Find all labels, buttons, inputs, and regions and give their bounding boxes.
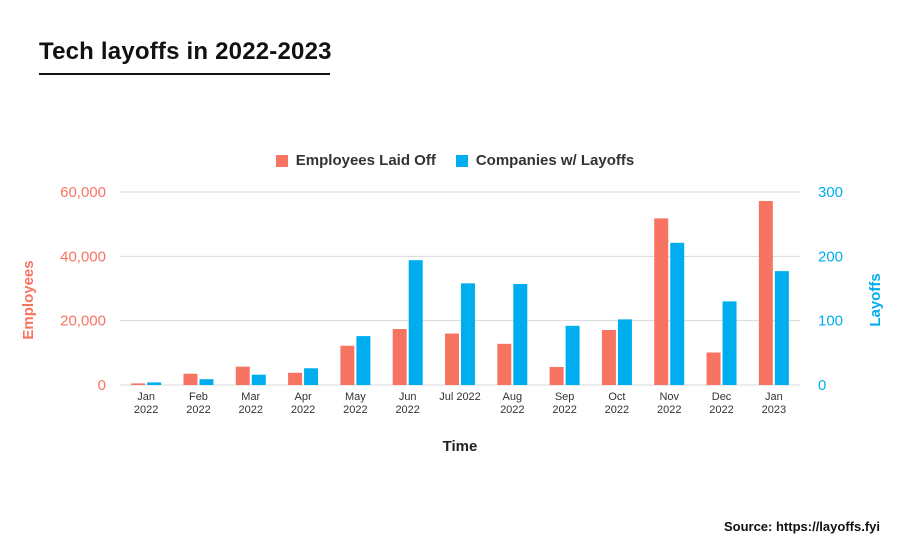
x-tick-label: 2022 (395, 404, 419, 416)
source-note: Source: https://layoffs.fyi (723, 519, 880, 534)
bar-employees-laid-off (288, 372, 303, 385)
y-tick-label-left: 40,000 (60, 248, 106, 265)
bar-employees-laid-off (235, 366, 250, 385)
legend-label-companies: Companies w/ Layoffs (475, 152, 635, 169)
y-tick-label-right: 300 (818, 184, 843, 201)
x-tick-label: 2022 (239, 404, 263, 416)
x-tick-label: Feb (189, 391, 208, 403)
x-tick-label: Nov (659, 391, 679, 403)
bar-companies-with-layoffs (408, 260, 423, 385)
legend-label-employees: Employees Laid Off (295, 152, 436, 169)
y-tick-label-right: 100 (818, 313, 843, 330)
x-tick-label: 2022 (709, 404, 733, 416)
bar-employees-laid-off (497, 343, 512, 385)
bar-employees-laid-off (706, 352, 721, 385)
x-tick-label: 2022 (552, 404, 576, 416)
legend-swatch-companies (455, 154, 468, 167)
x-tick-label: Oct (608, 391, 625, 403)
bar-companies-with-layoffs (461, 283, 475, 385)
y-axis-title-left: Employees (20, 260, 37, 339)
y-axis-title-right: Layoffs (867, 273, 884, 326)
bar-companies-with-layoffs (251, 374, 266, 385)
y-tick-label-right: 200 (818, 248, 843, 265)
x-tick-label: 2022 (343, 404, 367, 416)
y-tick-label-right: 0 (818, 377, 826, 394)
x-tick-label: 2022 (291, 404, 315, 416)
bar-employees-laid-off (758, 201, 773, 385)
x-tick-label: 2022 (134, 404, 158, 416)
bar-companies-with-layoffs (304, 368, 319, 385)
x-tick-label: Jul 2022 (439, 391, 481, 403)
x-tick-label: Aug (503, 391, 523, 403)
chart-legend: Employees Laid Off Companies w/ Layoffs (0, 152, 910, 169)
y-tick-label-left: 60,000 (60, 184, 106, 201)
legend-swatch-employees (275, 154, 288, 167)
bar-companies-with-layoffs (147, 382, 162, 385)
bar-employees-laid-off (183, 373, 198, 385)
bar-companies-with-layoffs (617, 319, 632, 385)
bar-employees-laid-off (392, 329, 407, 385)
legend-item-companies: Companies w/ Layoffs (455, 152, 635, 169)
bar-employees-laid-off (340, 345, 355, 385)
bar-companies-with-layoffs (722, 301, 737, 385)
y-tick-label-left: 0 (98, 377, 106, 394)
y-tick-label-left: 20,000 (60, 313, 106, 330)
legend-item-employees: Employees Laid Off (275, 152, 436, 169)
x-tick-label: 2022 (657, 404, 681, 416)
x-axis-title: Time (443, 438, 478, 455)
x-tick-label: 2023 (762, 404, 786, 416)
x-tick-label: Apr (295, 391, 312, 403)
x-tick-label: May (345, 391, 366, 403)
x-tick-label: Mar (241, 391, 260, 403)
bar-companies-with-layoffs (199, 379, 214, 385)
bar-companies-with-layoffs (513, 283, 528, 385)
x-tick-label: Dec (712, 391, 732, 403)
bar-employees-laid-off (601, 329, 616, 385)
x-tick-label: 2022 (500, 404, 524, 416)
bar-companies-with-layoffs (670, 242, 685, 385)
bar-employees-laid-off (131, 383, 146, 385)
x-tick-label: Jan (765, 391, 783, 403)
page-title: Tech layoffs in 2022-2023 (39, 38, 332, 65)
x-tick-label: Jun (399, 391, 417, 403)
bar-employees-laid-off (549, 366, 564, 385)
bar-companies-with-layoffs (774, 271, 789, 385)
bar-companies-with-layoffs (356, 336, 371, 385)
x-tick-label: Sep (555, 391, 575, 403)
bar-employees-laid-off (654, 218, 669, 385)
title-underline (39, 73, 330, 75)
x-tick-label: Jan (137, 391, 155, 403)
x-tick-label: 2022 (186, 404, 210, 416)
bar-companies-with-layoffs (565, 325, 580, 385)
bar-employees-laid-off (445, 333, 459, 385)
x-tick-label: 2022 (605, 404, 629, 416)
